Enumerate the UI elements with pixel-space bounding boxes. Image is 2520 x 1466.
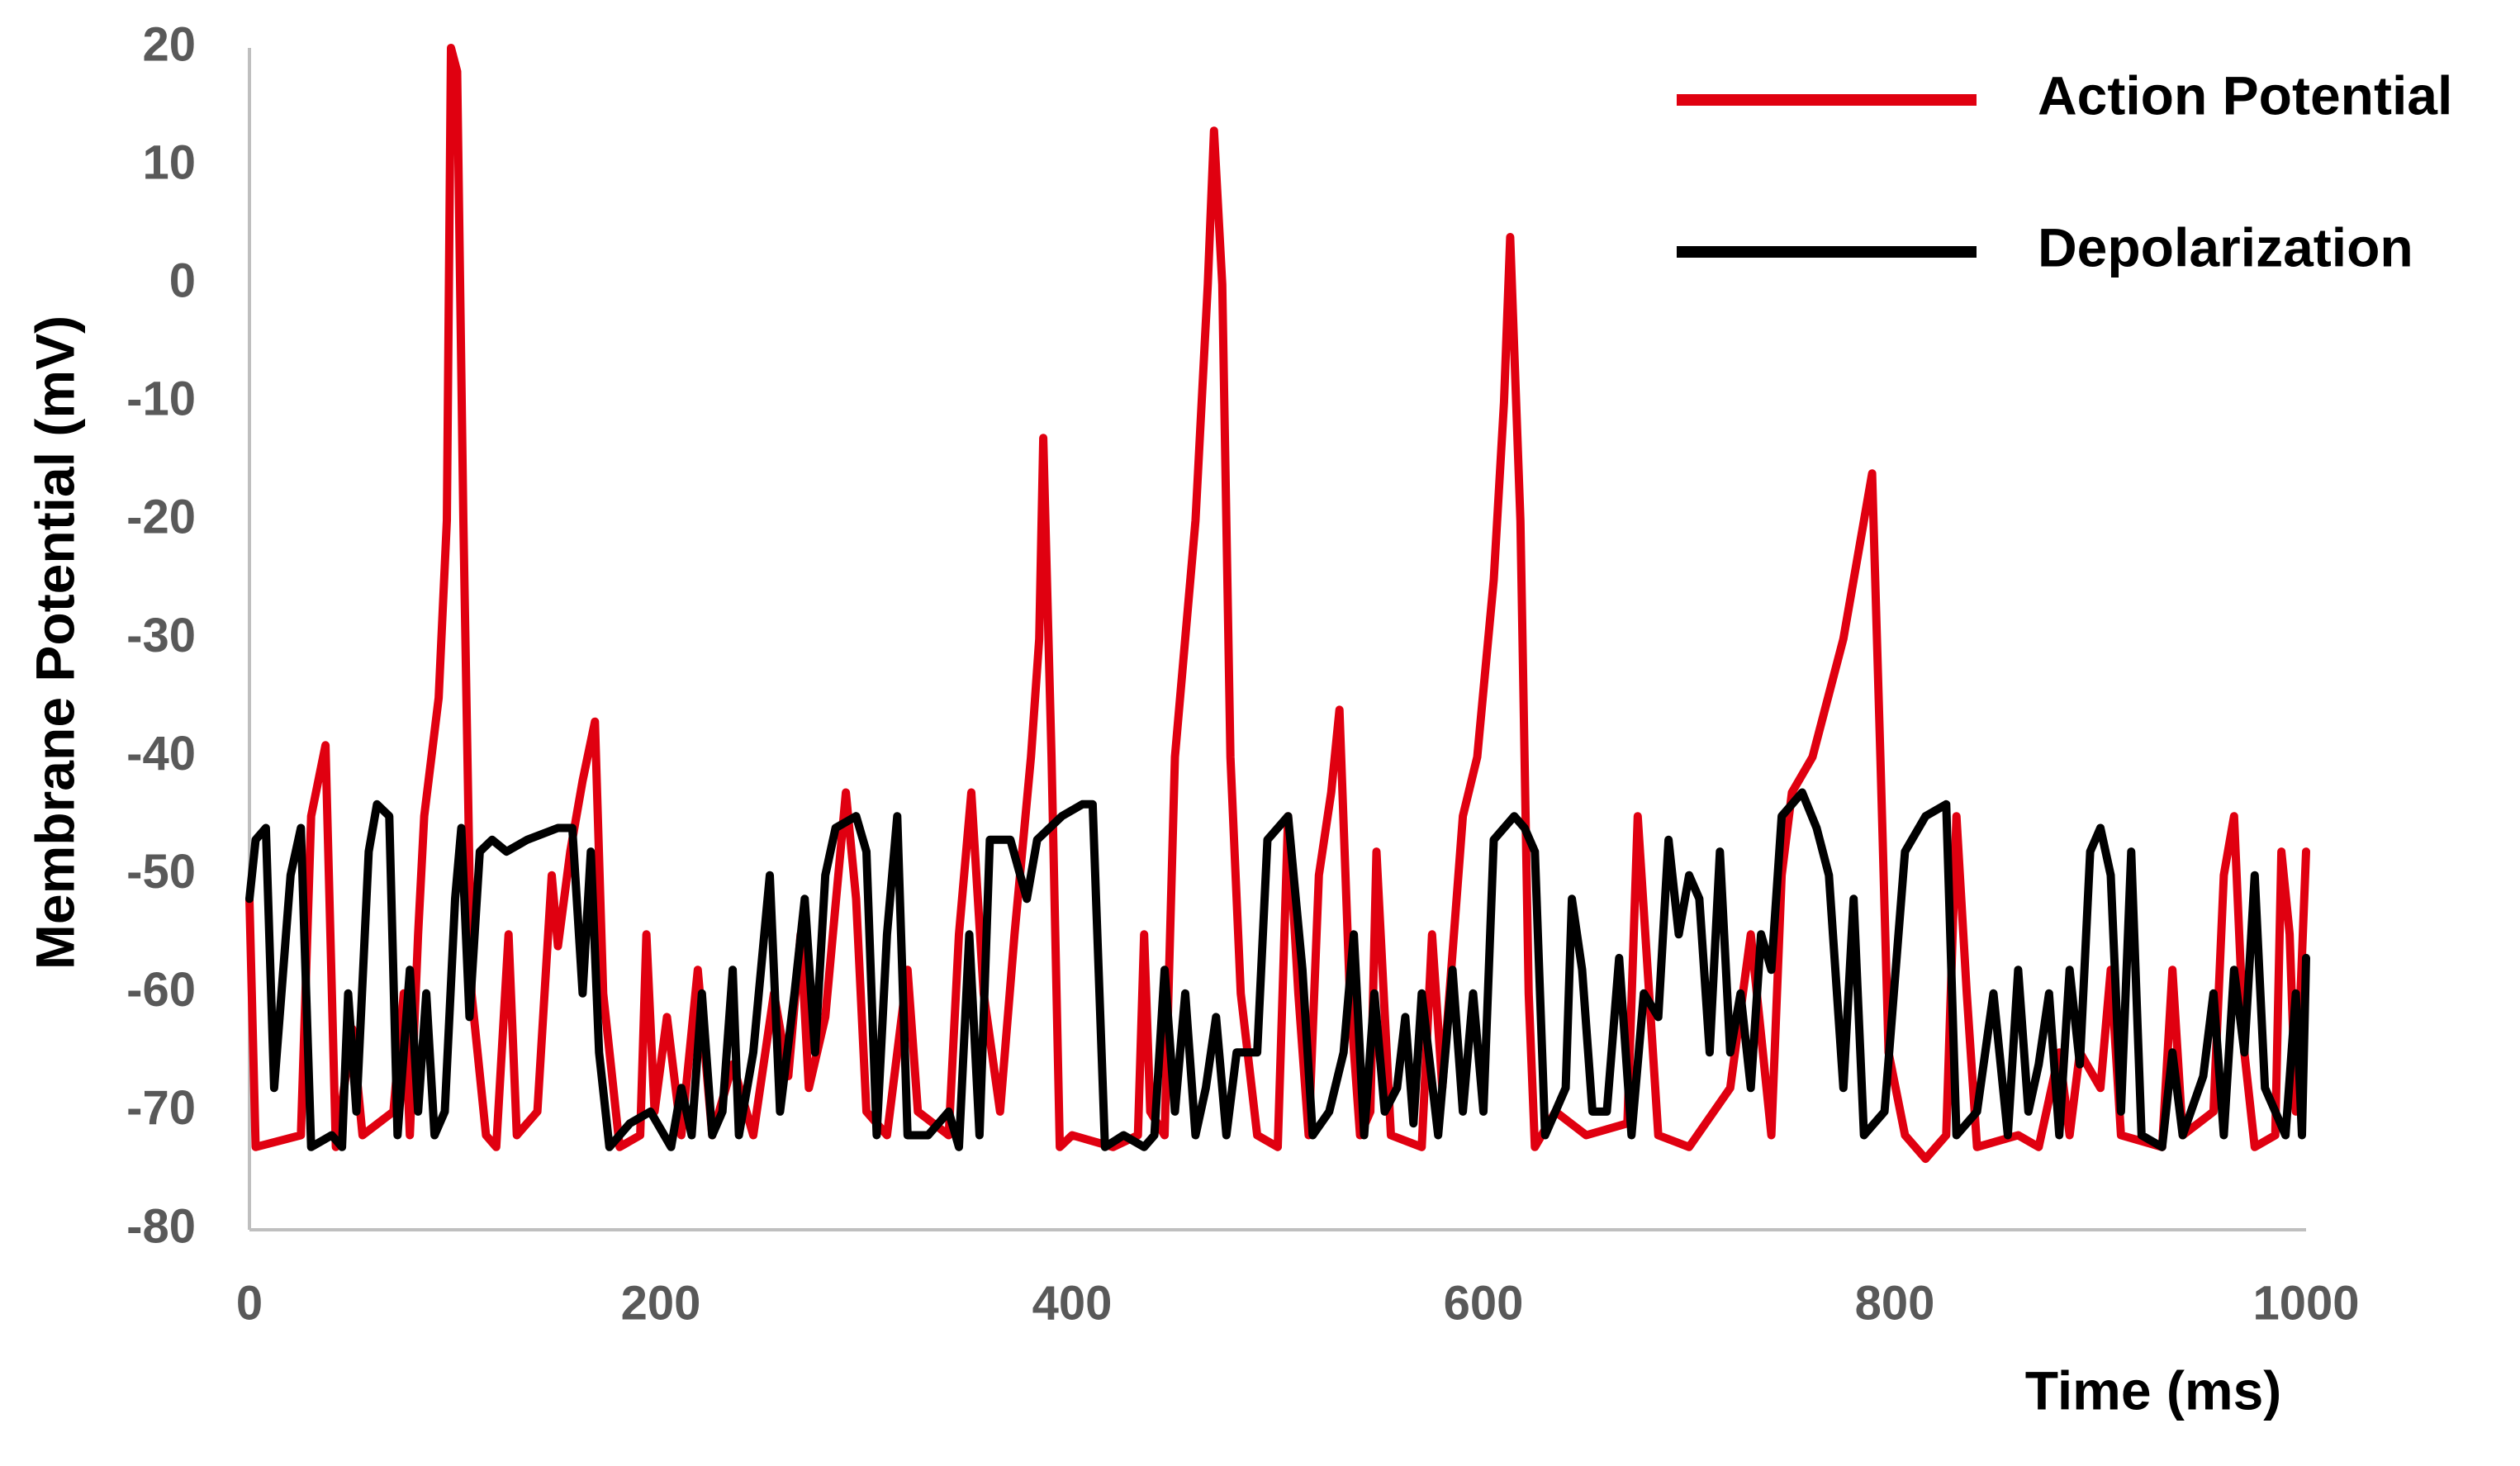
y-tick-label: -80	[126, 1199, 196, 1253]
x-tick-label: 600	[1444, 1276, 1524, 1330]
y-tick-label: -20	[126, 491, 196, 544]
x-tick-label: 0	[236, 1276, 263, 1330]
x-tick-label: 200	[621, 1276, 701, 1330]
x-axis-title: Time (ms)	[2025, 1359, 2282, 1421]
y-tick-label: 0	[169, 254, 196, 308]
x-tick-label: 800	[1855, 1276, 1935, 1330]
y-tick-label: 10	[142, 135, 196, 189]
y-tick-label: -60	[126, 963, 196, 1017]
data-line	[245, 788, 2310, 1151]
y-tick-label: -50	[126, 845, 196, 899]
y-tick-label: 20	[142, 17, 196, 71]
y-tick-label: -40	[126, 727, 196, 780]
data-line	[245, 44, 2310, 1164]
legend-label: Action Potential	[2038, 64, 2452, 126]
y-axis-title: Membrane Potential (mV)	[24, 315, 85, 970]
y-tick-label: -30	[126, 609, 196, 662]
y-tick-label: -70	[126, 1081, 196, 1135]
legend-label: Depolarization	[2038, 216, 2413, 278]
x-tick-label: 400	[1032, 1276, 1113, 1330]
y-tick-label: -10	[126, 372, 196, 426]
x-tick-label: 1000	[2252, 1276, 2359, 1330]
